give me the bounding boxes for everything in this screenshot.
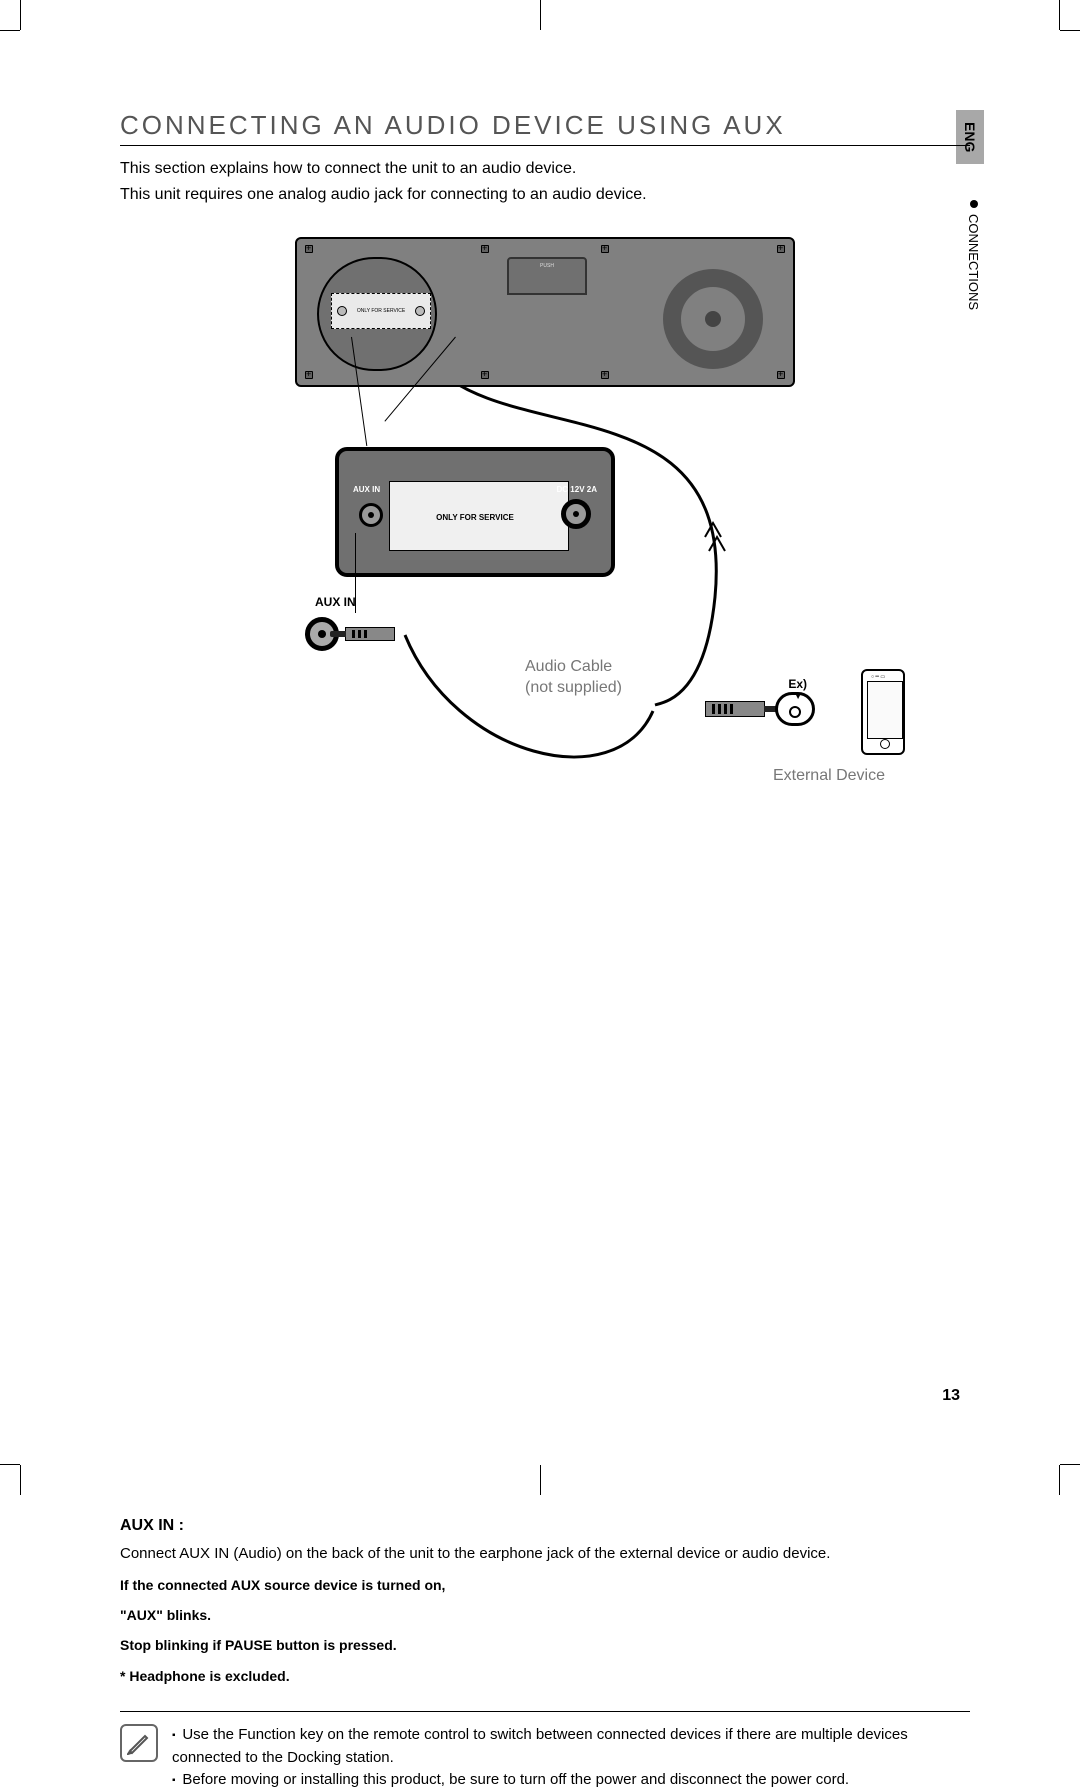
aux-plug-left	[305, 617, 395, 651]
screw-icon	[305, 371, 313, 379]
screw-icon	[601, 245, 609, 253]
crop-mark	[1059, 0, 1060, 30]
screw-icon	[481, 245, 489, 253]
cable-label-line: Audio Cable	[525, 657, 622, 678]
phone-top-icons: ○ ═ ▭	[871, 674, 885, 680]
panel-label: ONLY FOR SERVICE	[357, 308, 405, 314]
aux-step: If the connected AUX source device is tu…	[120, 1574, 970, 1596]
crop-mark	[1060, 1464, 1080, 1465]
plug-tip-icon	[345, 627, 395, 641]
connection-diagram: ONLY FOR SERVICE PUSH AUX IN DC 12V 2A O…	[235, 237, 855, 857]
aux-body: Connect AUX IN (Audio) on the back of th…	[120, 1543, 970, 1566]
note-item: Use the Function key on the remote contr…	[172, 1724, 970, 1769]
zoom-panel: AUX IN DC 12V 2A ONLY FOR SERVICE	[335, 447, 615, 577]
external-device-label: External Device	[773, 767, 885, 785]
note-block: Use the Function key on the remote contr…	[120, 1724, 970, 1792]
screw-icon	[305, 245, 313, 253]
zoom-aux-label: AUX IN	[353, 485, 380, 494]
cable-label: Audio Cable (not supplied)	[525, 657, 622, 699]
instructions: AUX IN : Connect AUX IN (Audio) on the b…	[120, 1517, 970, 1792]
note-list: Use the Function key on the remote contr…	[172, 1724, 970, 1792]
screw-icon	[777, 371, 785, 379]
aux-jack-icon	[359, 503, 383, 527]
manual-page: ENG CONNECTIONS CONNECTING AN AUDIO DEVI…	[0, 0, 1080, 1495]
page-content: CONNECTING AN AUDIO DEVICE USING AUX Thi…	[120, 110, 970, 1792]
screw-icon	[777, 245, 785, 253]
screw-icon	[601, 371, 609, 379]
aux-step: Stop blinking if PAUSE button is pressed…	[120, 1634, 970, 1656]
push-slot: PUSH	[507, 257, 587, 295]
crop-mark	[20, 0, 21, 30]
arrow-down-icon: ▼	[793, 691, 803, 702]
port-panel: ONLY FOR SERVICE	[331, 293, 431, 329]
aux-jack-icon	[337, 306, 347, 316]
crop-mark	[1060, 30, 1080, 31]
aux-step: * Headphone is excluded.	[120, 1665, 970, 1687]
crop-mark	[0, 30, 20, 31]
crop-mark	[0, 1464, 20, 1465]
crop-mark	[1059, 1465, 1060, 1495]
intro-line: This section explains how to connect the…	[120, 156, 970, 182]
phone-icon: ○ ═ ▭	[861, 669, 905, 755]
aux-step: "AUX" blinks.	[120, 1604, 970, 1626]
note-item: Before moving or installing this product…	[172, 1769, 970, 1792]
divider	[120, 1711, 970, 1712]
screw-icon	[481, 371, 489, 379]
example-label: Ex)	[788, 677, 807, 691]
page-title: CONNECTING AN AUDIO DEVICE USING AUX	[120, 110, 970, 146]
dc-jack-icon	[561, 499, 591, 529]
intro-text: This section explains how to connect the…	[120, 156, 970, 207]
crop-mark	[540, 0, 541, 30]
page-number: 13	[942, 1387, 960, 1405]
dc-jack-icon	[415, 306, 425, 316]
left-port-area: ONLY FOR SERVICE	[317, 257, 437, 371]
aux-in-label: AUX IN	[315, 595, 356, 609]
plug-tip-icon	[705, 701, 765, 717]
speaker-ring-icon	[663, 269, 763, 369]
crop-mark	[20, 1465, 21, 1495]
aux-heading: AUX IN :	[120, 1517, 970, 1535]
note-icon	[120, 1724, 158, 1762]
bullet-icon	[970, 200, 978, 208]
intro-line: This unit requires one analog audio jack…	[120, 182, 970, 208]
main-unit-rear: ONLY FOR SERVICE PUSH	[295, 237, 795, 387]
zoom-dc-label: DC 12V 2A	[557, 485, 597, 494]
cable-label-line: (not supplied)	[525, 678, 622, 699]
